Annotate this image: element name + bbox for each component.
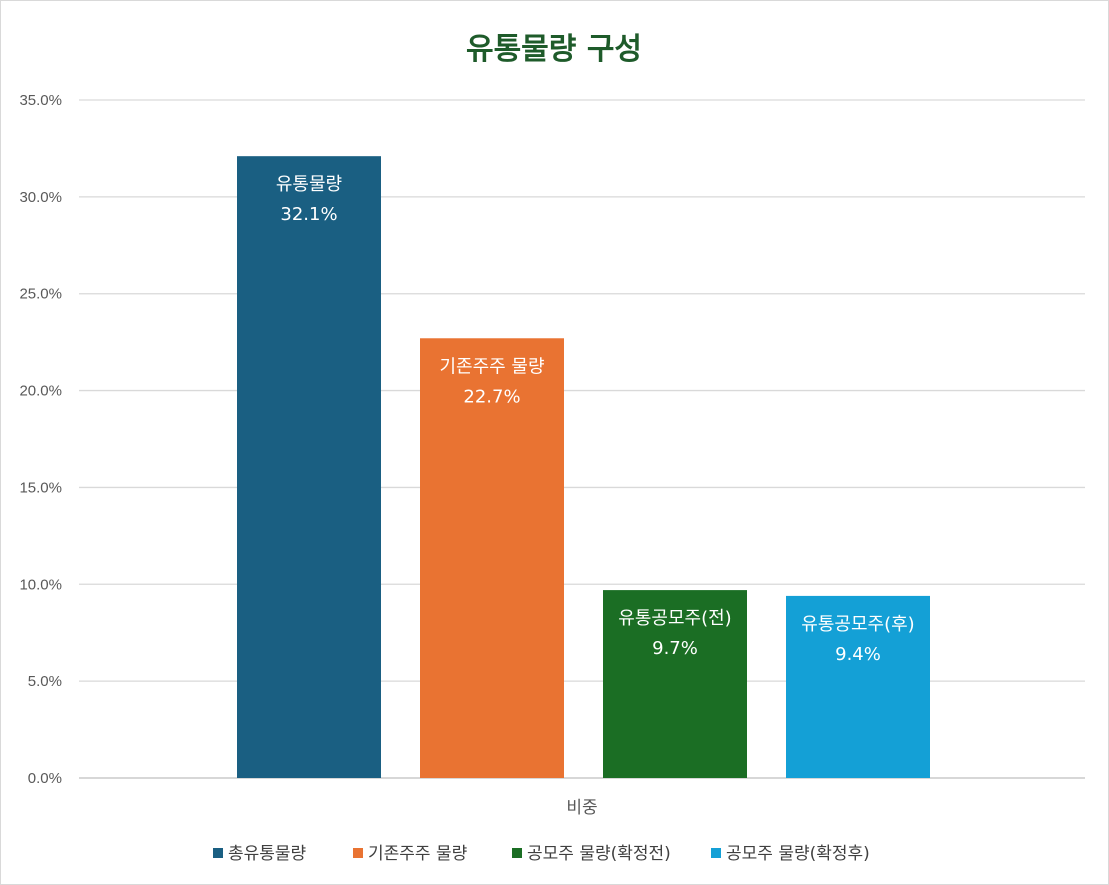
y-tick-label: 35.0% xyxy=(19,92,62,109)
legend-swatch xyxy=(213,848,223,858)
bar-value-label: 22.7% xyxy=(463,386,520,407)
bar-label: 유통공모주(후) xyxy=(801,614,914,635)
bar-label: 유통물량 xyxy=(276,174,342,195)
legend-entry: 총유통물량 xyxy=(228,844,307,864)
legend-swatch xyxy=(512,848,522,858)
y-tick-label: 10.0% xyxy=(19,576,62,593)
legend-entry: 기존주주 물량 xyxy=(368,844,468,864)
chart-title: 유통물량 구성 xyxy=(466,32,642,67)
bar-value-label: 32.1% xyxy=(280,204,337,225)
bar-label: 유통공모주(전) xyxy=(618,608,731,629)
y-tick-label: 5.0% xyxy=(28,673,62,690)
gridlines xyxy=(79,99,1085,779)
y-tick-label: 20.0% xyxy=(19,383,62,400)
y-tick-label: 30.0% xyxy=(19,189,62,206)
legend-swatch xyxy=(711,848,721,858)
y-tick-label: 0.0% xyxy=(28,770,62,787)
bar xyxy=(786,595,930,778)
bar xyxy=(420,338,564,778)
y-tick-label: 25.0% xyxy=(19,286,62,303)
legend: 총유통물량 기존주주 물량 공모주 물량(확정전) 공모주 물량(확정후) xyxy=(213,844,870,864)
y-axis-ticks: 0.0% 5.0% 10.0% 15.0% 20.0% 25.0% 30.0% 35.0% xyxy=(19,92,62,787)
legend-entry: 공모주 물량(확정전) xyxy=(527,844,671,864)
bar xyxy=(603,590,747,778)
x-category-label: 비중 xyxy=(566,798,597,818)
bar-label: 기존주주 물량 xyxy=(439,356,544,377)
bar xyxy=(237,156,381,779)
bars: 유통물량 32.1% 기존주주 물량 22.7% 유통공모주(전) 9.7% 유통공모주(후… xyxy=(237,156,930,779)
bar-value-label: 9.7% xyxy=(652,638,698,659)
bar-value-label: 9.4% xyxy=(835,644,881,665)
legend-entry: 공모주 물량(확정후) xyxy=(726,844,870,864)
y-tick-label: 15.0% xyxy=(19,479,62,496)
legend-swatch xyxy=(353,848,363,858)
